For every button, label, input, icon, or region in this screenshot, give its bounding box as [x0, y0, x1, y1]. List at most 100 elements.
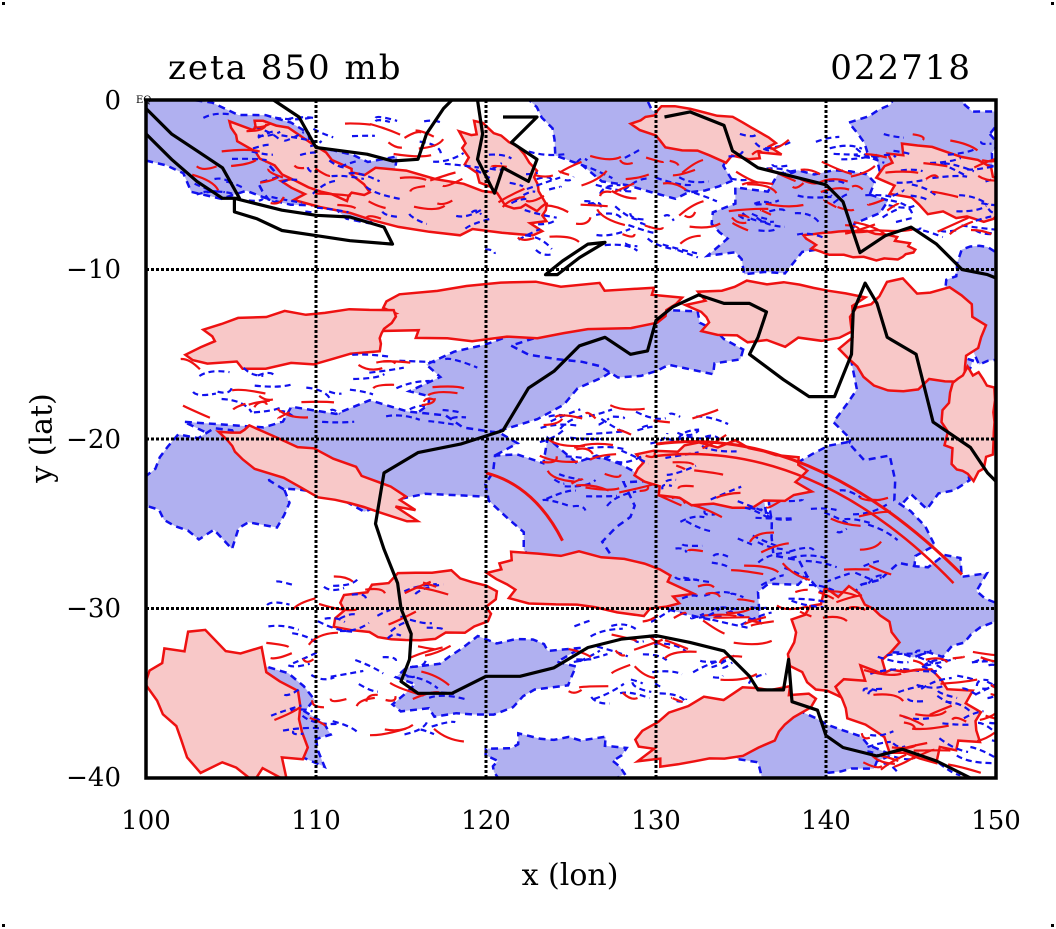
positive-contour-line: [731, 216, 747, 225]
negative-contour-line: [252, 143, 272, 150]
negative-contour-line: [749, 506, 764, 511]
negative-vorticity-region: [484, 731, 629, 778]
negative-contour-line: [369, 366, 405, 374]
positive-contour-line: [672, 168, 696, 177]
positive-contour-line: [422, 581, 437, 588]
positive-contour-line: [731, 569, 764, 576]
coastline-timor: [543, 240, 607, 277]
positive-contour-line: [681, 158, 704, 174]
negative-contour-line: [374, 119, 391, 123]
negative-contour-line: [455, 209, 482, 218]
negative-contour-line: [674, 576, 698, 581]
negative-contour-line: [253, 406, 282, 414]
negative-contour-line: [867, 687, 883, 695]
negative-contour-line: [257, 130, 281, 138]
positive-contour-line: [738, 214, 750, 219]
negative-contour-line: [747, 672, 767, 685]
negative-contour-line: [975, 678, 989, 687]
negative-contour-line: [790, 554, 828, 560]
positive-contour-line: [985, 714, 996, 720]
negative-contour-line: [810, 507, 837, 512]
positive-contour-line: [691, 503, 723, 519]
negative-contour-line: [766, 514, 795, 521]
coastline-australia: [373, 281, 996, 778]
negative-contour-line: [685, 520, 713, 533]
negative-contour-line: [940, 162, 968, 178]
positive-contour-line: [863, 669, 902, 676]
positive-contour-line: [267, 168, 284, 179]
positive-contour-line: [429, 171, 456, 182]
negative-contour-line: [893, 149, 913, 156]
positive-contour-line: [581, 170, 608, 187]
positive-contour-line: [364, 215, 382, 220]
positive-contour-line: [433, 727, 465, 743]
negative-contour-line: [598, 417, 610, 426]
positive-contour-line: [365, 587, 387, 594]
positive-contour-line: [931, 190, 959, 199]
positive-contour-line: [633, 638, 664, 651]
negative-contour-line: [852, 503, 888, 516]
positive-contour-line: [554, 414, 583, 420]
negative-contour-line: [681, 594, 699, 600]
negative-contour-line: [986, 680, 996, 687]
negative-contour-line: [755, 516, 793, 520]
negative-contour-line: [828, 179, 847, 186]
positive-contour-line: [705, 591, 721, 598]
negative-contour-line: [661, 483, 673, 490]
positive-contour-line: [259, 176, 278, 184]
positive-contour-line: [609, 404, 645, 411]
positive-contour-line: [952, 655, 965, 660]
positive-contour-line: [670, 696, 683, 704]
positive-contour-line: [384, 723, 414, 732]
negative-contour-line: [382, 656, 398, 662]
positive-contour-line: [873, 693, 905, 702]
positive-contour-line: [862, 761, 883, 769]
positive-contour-line: [860, 732, 871, 740]
negative-contour-line: [963, 710, 984, 720]
positive-contour-line: [258, 395, 274, 401]
y-tick-label: 0: [104, 86, 121, 116]
negative-contour-line: [291, 730, 304, 736]
negative-contour-line: [754, 142, 772, 152]
negative-contour-line: [266, 601, 290, 606]
positive-contour-line: [700, 613, 737, 617]
negative-contour-line: [815, 135, 840, 143]
positive-contour-line: [866, 198, 885, 206]
positive-vorticity-region: [681, 279, 869, 349]
negative-contour-line: [221, 397, 253, 413]
negative-contour-line: [599, 183, 621, 195]
negative-contour-line: [896, 178, 928, 184]
negative-contour-line: [631, 681, 652, 693]
negative-contour-line: [332, 720, 360, 735]
negative-contour-line: [635, 410, 666, 420]
negative-contour-line: [689, 612, 705, 620]
positive-contour-line: [417, 645, 437, 651]
negative-contour-line: [662, 243, 698, 255]
negative-contour-line: [628, 224, 658, 235]
positive-contour-line: [273, 706, 301, 722]
negative-contour-line: [420, 728, 435, 736]
positive-contour-line: [616, 428, 632, 436]
positive-contour-line: [372, 383, 395, 390]
negative-contour-line: [805, 559, 838, 569]
positive-contour-line: [897, 668, 921, 672]
negative-contour-line: [897, 684, 926, 694]
negative-contour-line: [737, 537, 753, 546]
negative-contour-line: [365, 185, 400, 200]
negative-contour-line: [920, 649, 932, 656]
negative-contour-line: [339, 613, 359, 620]
positive-contour-line: [413, 204, 446, 211]
y-tick-label: −30: [66, 594, 121, 624]
positive-contour-line: [675, 464, 686, 471]
positive-contour-line: [266, 641, 290, 648]
positive-contour-line: [950, 139, 979, 152]
negative-contour-line: [989, 721, 996, 725]
negative-contour-line: [470, 209, 483, 216]
negative-contour-line: [914, 649, 927, 654]
negative-contour-line: [677, 248, 699, 259]
negative-contour-line: [282, 726, 323, 732]
negative-contour-line: [916, 683, 945, 689]
positive-contour-line: [610, 663, 631, 675]
x-tick-label: 120: [461, 806, 511, 836]
